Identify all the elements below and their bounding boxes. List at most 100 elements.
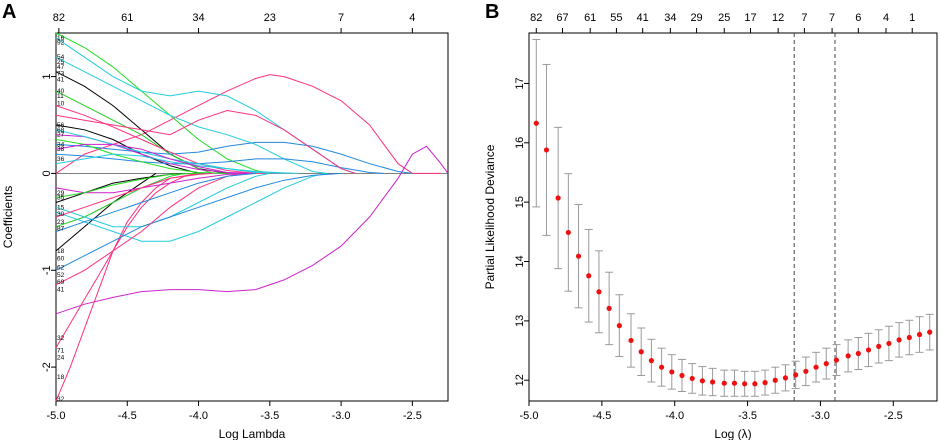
panel-b-mean-point [823,361,829,367]
panel-a-variable-label: 25 [57,59,65,66]
panel-a-y-tick-label: 1 [41,74,53,80]
panel-b-mean-point [543,147,550,153]
panel-a: A -5.0 -4.5 -4.0 -3.5 -3.0 -2.5 82 61 34 23 7 4 -2 -1… [1,1,449,440]
panel-a-top-tick-label: 82 [53,12,65,24]
panel-a-variable-label: 34 [57,141,65,148]
panel-b-axes: -5.0 -4.5 -4.0 -3.5 -3.0 -2.582 67 61 55 41 34 29 25… [514,12,915,422]
panel-b-mean-point [699,378,706,384]
panel-a-variable-label: 18 [57,248,65,255]
panel-b-x-tick-label: -5.0 [520,410,539,422]
panel-a-coefficient-path [55,172,327,242]
panel-a-coefficient-path [55,172,256,194]
panel-a-top-tick-label: 34 [192,12,204,24]
panel-b-mean-point [813,364,819,370]
panel-a-variable-label: 35 [57,195,65,202]
panel-b-x-tick-label: -3.5 [738,410,757,422]
panel-b-mean-point [565,229,571,236]
panel-b-mean-points [533,120,933,387]
panel-b-error-bars [532,39,934,397]
panel-b: B -5.0 -4.5 -4.0 -3.5 -3.0 -2.582 67 61 55 41 34 29… [483,1,938,440]
panel-a-coefficient-path [55,172,185,228]
panel-b-top-tick-label: 1 [909,12,915,24]
panel-a-coefficient-path [55,141,413,174]
panel-a-variable-label: 92 [57,40,65,47]
panel-a-coefficient-path [55,172,199,199]
panel-a-coefficient-path [55,74,441,174]
panel-a-variable-label: 71 [57,348,65,355]
panel-a-coefficient-path [55,172,213,218]
panel-b-mean-point [679,372,685,379]
panel-a-x-tick-label: -4.5 [118,410,137,422]
panel-a-coefficient-path [55,172,199,402]
panel-b-mean-point [533,120,539,126]
panel-b-mean-point [876,343,882,349]
panel-a-variable-label: 11 [57,93,64,100]
panel-a-variable-label: 29 [57,190,65,197]
panel-b-top-tick-label: 17 [744,12,756,24]
panel-b-top-tick-label: 82 [530,12,542,24]
panel-b-mean-point [803,368,809,374]
panel-b-plot-frame [528,32,938,402]
panel-a-coefficient-paths [55,32,449,402]
panel-a-variable-label: 32 [57,335,65,342]
panel-a-coefficient-path [55,172,342,271]
panel-a-variable-label: 27 [57,132,65,139]
panel-a-coefficient-path [55,172,242,286]
panel-b-mean-point [752,381,758,387]
panel-b-mean-point [793,372,799,378]
panel-a-variable-label: 40 [57,88,65,95]
panel-a-plot-frame [55,32,449,402]
panel-b-mean-point [586,273,592,279]
panel-a-x-tick-label: -2.5 [403,410,422,422]
panel-a-variable-label: 10 [57,101,65,108]
panel-b-mean-point [916,331,923,338]
panel-b-mean-point [896,337,902,343]
panel-a-variable-label: 18 [57,374,65,381]
panel-b-y-axis-title: Partial Likelihood Deviance [483,144,497,289]
panel-b-mean-point [731,380,738,386]
panel-b-top-tick-label: 34 [664,12,676,24]
panel-b-mean-point [628,337,634,344]
panel-b-top-tick-label: 12 [772,12,784,24]
panel-b-mean-point [638,349,644,355]
panel-a-coefficient-path [55,32,270,174]
panel-a-variable-label: 15 [57,204,65,211]
panel-b-lambda-reference-lines [793,33,836,401]
panel-b-mean-point [742,381,748,387]
panel-b-y-tick-label: 14 [514,255,526,267]
panel-b-y-tick-label: 13 [514,315,526,327]
panel-b-mean-point [659,364,665,370]
panel-b-top-tick-label: 7 [829,12,835,24]
panel-b-top-tick-label: 67 [556,12,568,24]
panel-b-mean-point [845,353,851,359]
panel-b-x-axis-title: Log (λ) [714,427,751,440]
panel-b-top-tick-label: 41 [637,12,649,24]
panel-a-coefficient-path [55,153,299,174]
panel-a-variable-label: 24 [57,354,65,361]
panel-a-letter: A [2,1,16,23]
panel-b-x-tick-label: -4.5 [592,410,611,422]
panel-a-y-axis-title: Coefficients [1,186,15,248]
panel-b-letter: B [485,1,499,23]
panel-a-coefficient-path [55,90,213,174]
panel-b-x-tick-label: -2.5 [884,410,903,422]
panel-a-coefficient-path [55,153,384,174]
panel-a-x-tick-label: -3.0 [332,410,351,422]
panel-b-mean-point [855,350,861,357]
panel-b-y-tick-label: 15 [514,196,526,208]
panel-a-variable-label: 16 [57,35,65,42]
panel-a-x-axis-title: Log Lambda [219,427,286,440]
panel-a-variable-label: 56 [57,122,65,129]
panel-a-variable-label: 32 [57,396,65,403]
panel-a-variable-label: 41 [57,76,65,83]
panel-a-y-tick-label: 0 [41,170,53,176]
panel-a-coefficient-path [55,56,327,174]
panel-b-mean-point [596,289,602,295]
panel-b-y-tick-label: 17 [514,77,526,89]
panel-b-y-tick-label: 16 [514,137,526,149]
panel-a-coefficient-path [55,105,285,174]
panel-b-mean-point [782,375,789,381]
panel-a-top-tick-label: 7 [338,12,344,24]
panel-a-coefficient-path [55,109,356,174]
